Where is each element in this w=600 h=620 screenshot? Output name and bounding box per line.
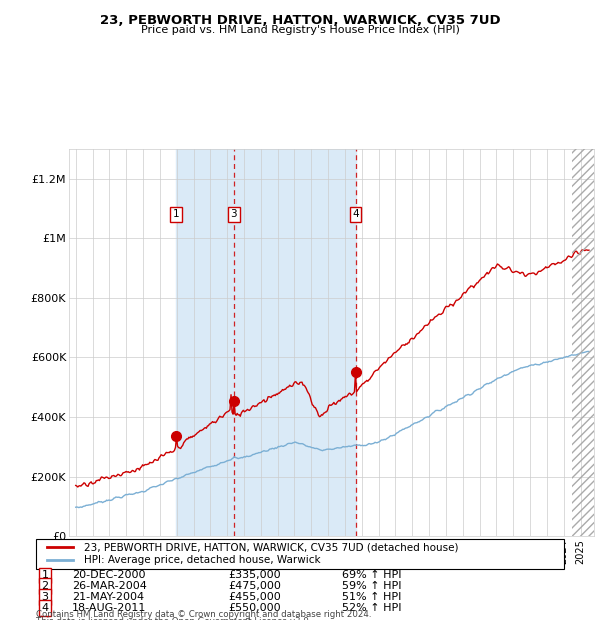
Text: 21-MAY-2004: 21-MAY-2004 [72,592,144,602]
Text: 1: 1 [173,210,179,219]
Text: HPI: Average price, detached house, Warwick: HPI: Average price, detached house, Warw… [83,555,320,565]
Text: This data is licensed under the Open Government Licence v3.0.: This data is licensed under the Open Gov… [36,617,311,620]
Text: 18-AUG-2011: 18-AUG-2011 [72,603,146,613]
Bar [572,149,594,536]
Text: 20-DEC-2000: 20-DEC-2000 [72,570,146,580]
Text: Price paid vs. HM Land Registry's House Price Index (HPI): Price paid vs. HM Land Registry's House … [140,25,460,35]
Text: 52% ↑ HPI: 52% ↑ HPI [342,603,401,613]
Text: 3: 3 [41,592,49,602]
Text: 23, PEBWORTH DRIVE, HATTON, WARWICK, CV35 7UD (detached house): 23, PEBWORTH DRIVE, HATTON, WARWICK, CV3… [83,542,458,552]
FancyBboxPatch shape [36,539,564,569]
Text: 51% ↑ HPI: 51% ↑ HPI [342,592,401,602]
Text: 69% ↑ HPI: 69% ↑ HPI [342,570,401,580]
Text: 4: 4 [41,603,49,613]
Text: £550,000: £550,000 [228,603,281,613]
Text: £475,000: £475,000 [228,581,281,591]
Text: 23, PEBWORTH DRIVE, HATTON, WARWICK, CV35 7UD: 23, PEBWORTH DRIVE, HATTON, WARWICK, CV3… [100,14,500,27]
Text: 4: 4 [352,210,359,219]
Text: 59% ↑ HPI: 59% ↑ HPI [342,581,401,591]
Text: £335,000: £335,000 [228,570,281,580]
Text: 3: 3 [230,210,237,219]
Text: £455,000: £455,000 [228,592,281,602]
Text: 1: 1 [41,570,49,580]
Text: Contains HM Land Registry data © Crown copyright and database right 2024.: Contains HM Land Registry data © Crown c… [36,610,371,619]
Text: 2: 2 [41,581,49,591]
Bar [176,149,356,536]
Text: 26-MAR-2004: 26-MAR-2004 [72,581,147,591]
